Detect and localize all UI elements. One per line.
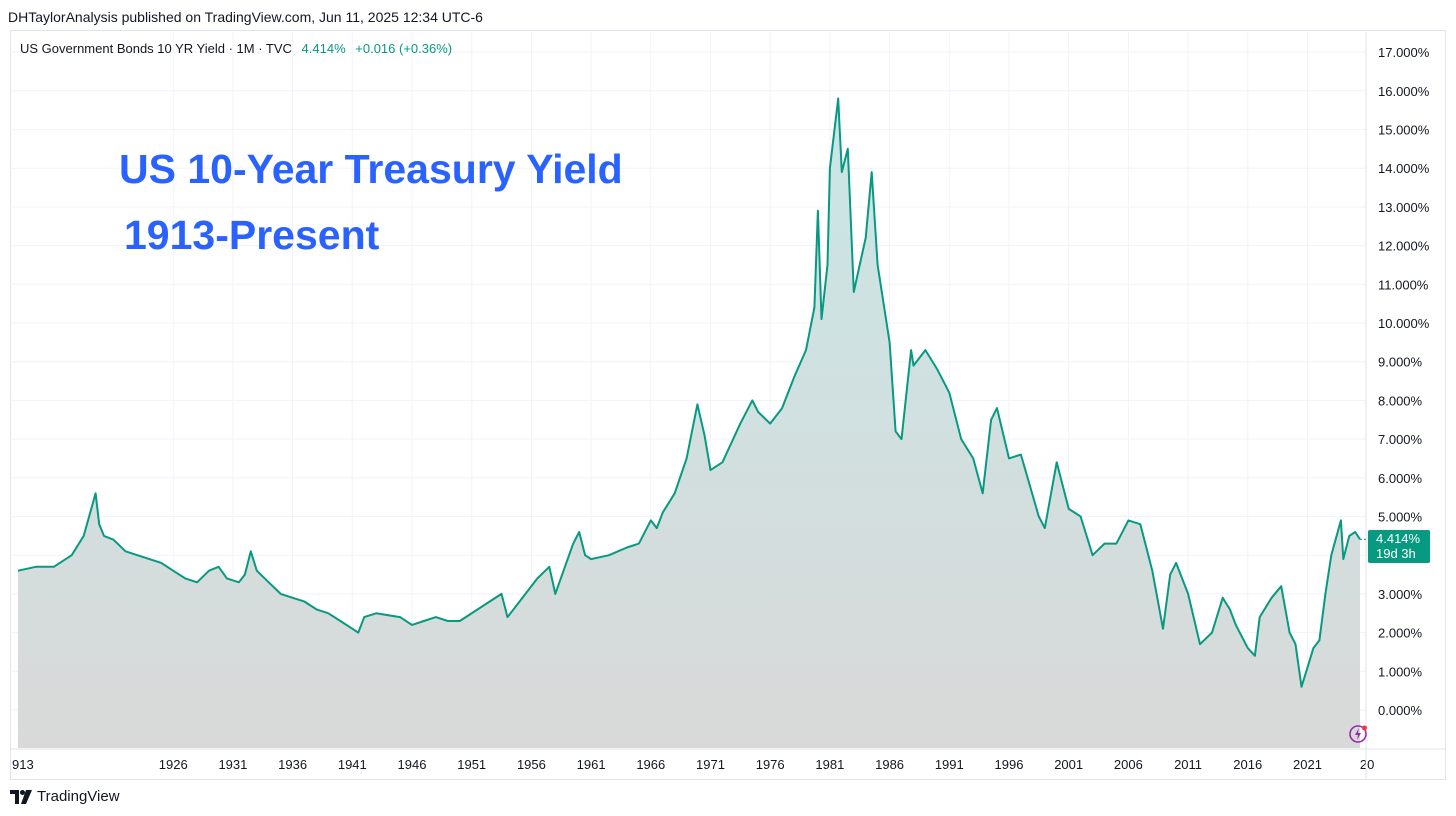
x-tick-label: 1926 bbox=[159, 757, 188, 772]
price-tag-countdown: 19d 3h bbox=[1376, 546, 1416, 561]
x-tick-label: 2021 bbox=[1293, 757, 1322, 772]
last-price-tag: 4.414% 19d 3h bbox=[1368, 530, 1430, 563]
symbol-legend[interactable]: US Government Bonds 10 YR Yield · 1M · T… bbox=[20, 41, 452, 56]
y-tick-label: 9.000% bbox=[1378, 355, 1423, 370]
tradingview-logo-icon bbox=[10, 789, 32, 804]
x-tick-label: 913 bbox=[12, 757, 34, 772]
y-tick-label: 8.000% bbox=[1378, 393, 1423, 408]
last-value: 4.414% bbox=[301, 41, 346, 56]
x-tick-label: 2011 bbox=[1174, 757, 1202, 772]
tradingview-logo-text: TradingView bbox=[37, 788, 120, 805]
x-tick-label: 1956 bbox=[517, 757, 546, 772]
flash-icon[interactable] bbox=[1348, 724, 1368, 744]
publish-header: DHTaylorAnalysis published on TradingVie… bbox=[8, 9, 483, 25]
x-tick-label: 1941 bbox=[338, 757, 367, 772]
y-tick-label: 7.000% bbox=[1378, 432, 1423, 447]
y-tick-label: 11.000% bbox=[1378, 277, 1429, 292]
x-tick-label: 1946 bbox=[398, 757, 427, 772]
y-tick-label: 2.000% bbox=[1378, 626, 1423, 641]
y-tick-label: 12.000% bbox=[1378, 239, 1430, 254]
symbol-name: US Government Bonds 10 YR Yield · 1M · T… bbox=[20, 41, 292, 56]
y-tick-label: 15.000% bbox=[1378, 123, 1430, 138]
y-tick-label: 13.000% bbox=[1378, 200, 1430, 215]
y-tick-label: 10.000% bbox=[1378, 316, 1430, 331]
x-tick-label: 2016 bbox=[1233, 757, 1262, 772]
x-tick-label: 1996 bbox=[995, 757, 1024, 772]
x-tick-label: 1986 bbox=[875, 757, 904, 772]
tradingview-logo[interactable]: TradingView bbox=[10, 788, 120, 805]
x-tick-label: 1951 bbox=[457, 757, 486, 772]
x-tick-label: 1936 bbox=[278, 757, 307, 772]
x-tick-label: 1991 bbox=[935, 757, 964, 772]
x-tick-label: 1961 bbox=[577, 757, 606, 772]
chart-frame bbox=[10, 30, 1446, 780]
x-tick-label: 20 bbox=[1360, 757, 1374, 772]
overlay-title: US 10-Year Treasury Yield bbox=[119, 146, 623, 192]
y-tick-label: 6.000% bbox=[1378, 471, 1423, 486]
y-tick-label: 1.000% bbox=[1378, 664, 1423, 679]
x-tick-label: 1981 bbox=[815, 757, 844, 772]
x-tick-label: 1931 bbox=[218, 757, 247, 772]
x-tick-label: 2001 bbox=[1054, 757, 1083, 772]
y-tick-label: 0.000% bbox=[1378, 703, 1423, 718]
y-tick-label: 17.000% bbox=[1378, 45, 1430, 60]
series-line[interactable] bbox=[17, 97, 1361, 688]
y-tick-label: 3.000% bbox=[1378, 587, 1423, 602]
series-area-fill bbox=[18, 98, 1360, 748]
x-tick-label: 1966 bbox=[636, 757, 665, 772]
y-tick-label: 14.000% bbox=[1378, 161, 1430, 176]
x-tick-label: 2006 bbox=[1114, 757, 1143, 772]
price-tag-value: 4.414% bbox=[1376, 531, 1421, 546]
x-tick-label: 1976 bbox=[756, 757, 785, 772]
y-tick-label: 5.000% bbox=[1378, 510, 1423, 525]
x-tick-label: 1971 bbox=[696, 757, 725, 772]
price-change: +0.016 (+0.36%) bbox=[355, 41, 453, 56]
y-tick-label: 16.000% bbox=[1378, 84, 1430, 99]
overlay-subtitle: 1913-Present bbox=[124, 212, 380, 258]
